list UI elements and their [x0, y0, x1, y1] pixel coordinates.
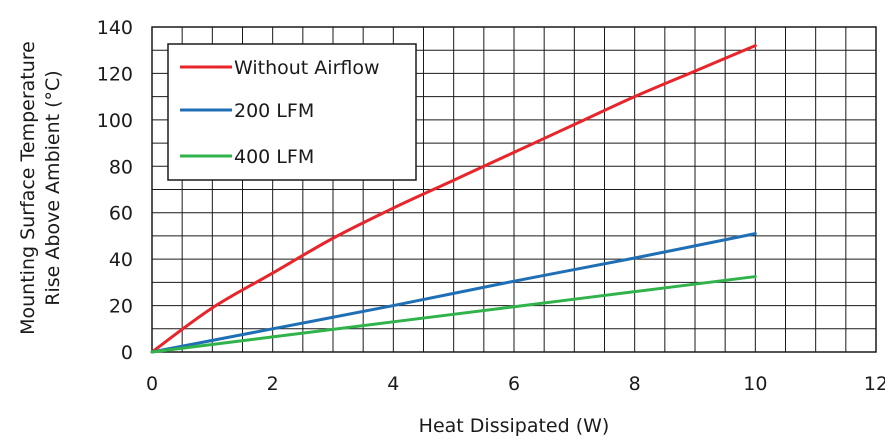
- x-tick-label: 0: [146, 373, 158, 395]
- x-tick-label: 10: [743, 373, 767, 395]
- y-tick-label: 80: [109, 156, 133, 178]
- y-tick-label: 100: [97, 110, 133, 132]
- y-axis-title-line-2: Rise Above Ambient (°C): [42, 70, 64, 305]
- x-axis-title: Heat Dissipated (W): [419, 415, 610, 437]
- x-tick-label: 6: [508, 373, 520, 395]
- x-tick-label: 2: [267, 373, 279, 395]
- legend-label: 200 LFM: [234, 100, 314, 122]
- legend-label: Without Airflow: [234, 57, 380, 79]
- legend-label: 400 LFM: [234, 146, 314, 168]
- y-tick-label: 60: [109, 203, 133, 225]
- y-tick-label: 140: [97, 17, 133, 39]
- x-tick-label: 8: [629, 373, 641, 395]
- y-axis-title-line-1: Mounting Surface Temperature: [17, 41, 39, 335]
- series-line: [150, 232, 757, 354]
- series-line: [150, 275, 757, 354]
- x-tick-label: 12: [864, 373, 885, 395]
- y-tick-label: 120: [97, 63, 133, 85]
- series-lines: [150, 44, 757, 354]
- plot-frame: [151, 26, 877, 353]
- y-tick-label: 20: [109, 296, 133, 318]
- x-tick-label: 4: [387, 373, 399, 395]
- y-tick-label: 40: [109, 249, 133, 271]
- series-line: [150, 44, 757, 354]
- y-axis-title: Mounting Surface Temperature Rise Above …: [17, 41, 64, 335]
- y-tick-label: 0: [121, 342, 133, 364]
- legend: Without Airflow 200 LFM 400 LFM: [167, 43, 417, 181]
